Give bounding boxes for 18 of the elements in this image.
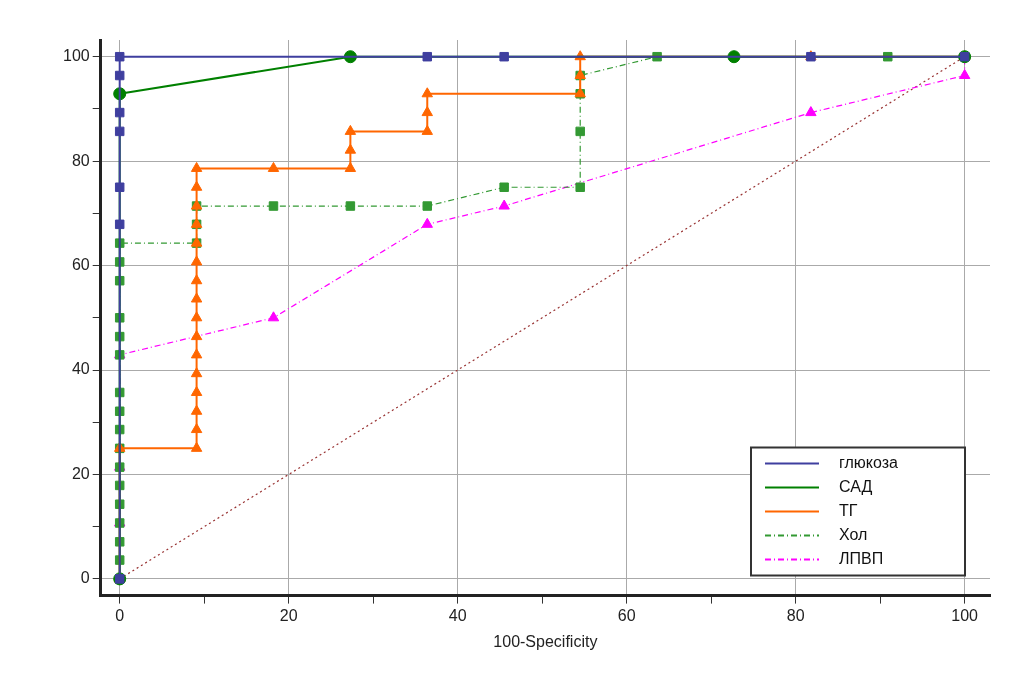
x-axis-title: 100-Specificity: [493, 632, 598, 650]
x-tick-label: 60: [617, 606, 636, 624]
legend-label: ЛПВП: [839, 550, 884, 568]
x-tick-label: 20: [279, 606, 298, 624]
y-tick-label: 40: [71, 360, 90, 378]
x-tick-label: 80: [786, 606, 805, 624]
legend-label: глюкоза: [839, 454, 899, 472]
y-tick-label: 60: [71, 255, 90, 273]
x-tick-label: 100: [951, 606, 979, 624]
legend-label: САД: [839, 478, 873, 496]
y-tick-label: 0: [80, 569, 90, 587]
legend-label: ТГ: [839, 502, 858, 520]
y-tick-label: 100: [62, 47, 90, 65]
legend-label: Хол: [839, 526, 868, 544]
y-tick-label: 20: [71, 464, 90, 482]
x-tick-label: 40: [448, 606, 467, 624]
y-tick-label: 80: [71, 151, 90, 169]
x-tick-label: 0: [115, 606, 125, 624]
